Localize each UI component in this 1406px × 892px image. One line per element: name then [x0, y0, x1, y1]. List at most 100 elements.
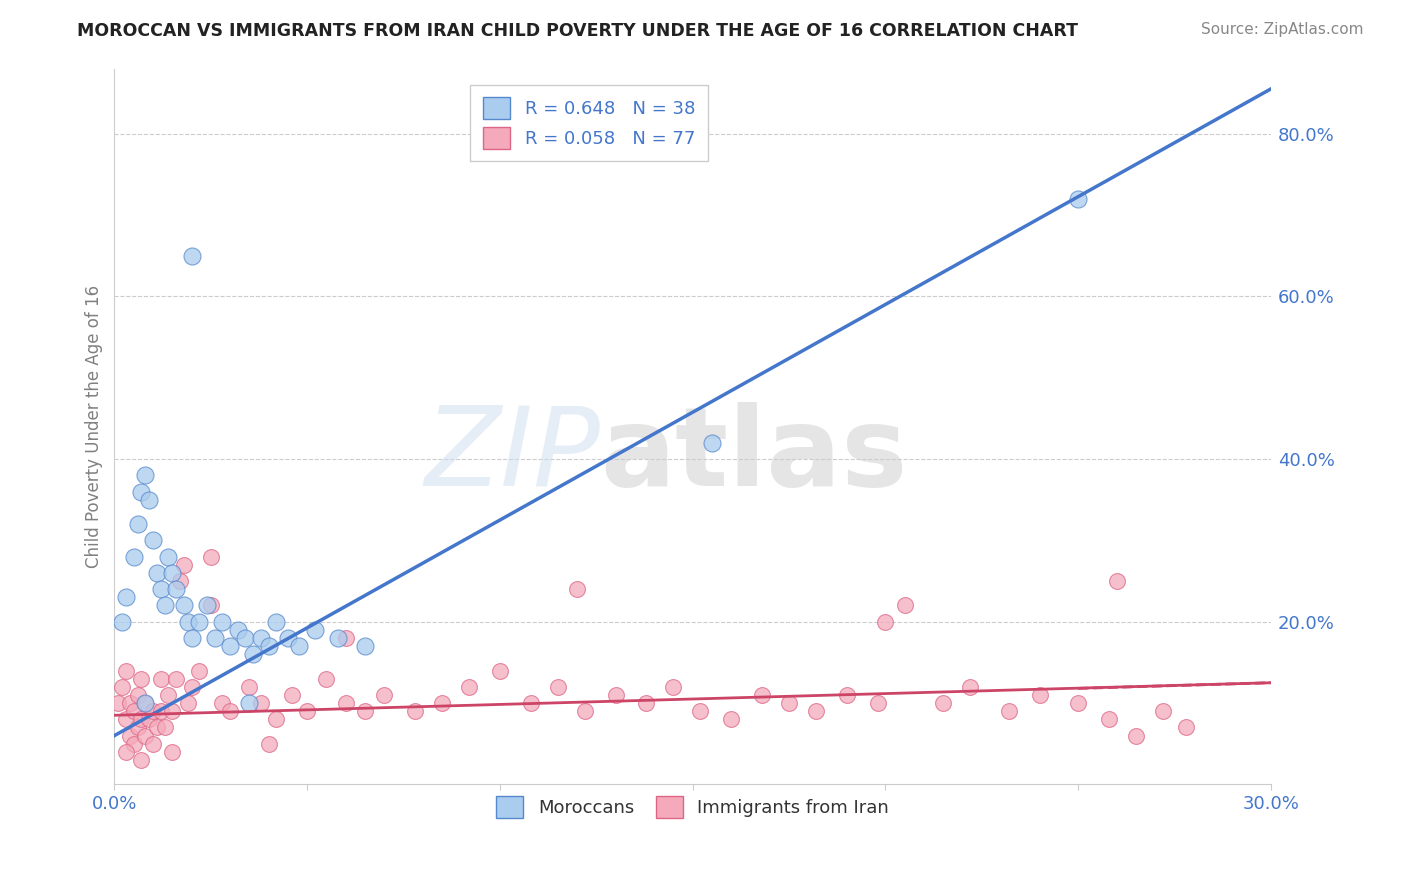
Point	[162, 566, 184, 580]
Point	[131, 672, 153, 686]
Point	[1105, 574, 1128, 588]
Point	[122, 704, 145, 718]
Point	[176, 615, 198, 629]
Point	[373, 688, 395, 702]
Point	[1152, 704, 1174, 718]
Point	[200, 599, 222, 613]
Point	[700, 435, 723, 450]
Point	[1028, 688, 1050, 702]
Point	[134, 468, 156, 483]
Point	[242, 647, 264, 661]
Point	[176, 696, 198, 710]
Point	[835, 688, 858, 702]
Point	[238, 696, 260, 710]
Point	[157, 549, 180, 564]
Point	[173, 558, 195, 572]
Point	[315, 672, 337, 686]
Point	[257, 639, 280, 653]
Point	[200, 549, 222, 564]
Point	[288, 639, 311, 653]
Point	[188, 664, 211, 678]
Point	[751, 688, 773, 702]
Point	[875, 615, 897, 629]
Point	[134, 729, 156, 743]
Point	[180, 249, 202, 263]
Point	[146, 721, 169, 735]
Point	[893, 599, 915, 613]
Point	[149, 582, 172, 597]
Point	[458, 680, 481, 694]
Point	[266, 712, 288, 726]
Point	[165, 672, 187, 686]
Point	[204, 631, 226, 645]
Point	[131, 753, 153, 767]
Point	[519, 696, 541, 710]
Point	[115, 745, 138, 759]
Point	[547, 680, 569, 694]
Point	[565, 582, 588, 597]
Point	[250, 696, 273, 710]
Point	[430, 696, 453, 710]
Point	[131, 712, 153, 726]
Point	[354, 639, 377, 653]
Point	[173, 599, 195, 613]
Text: MOROCCAN VS IMMIGRANTS FROM IRAN CHILD POVERTY UNDER THE AGE OF 16 CORRELATION C: MOROCCAN VS IMMIGRANTS FROM IRAN CHILD P…	[77, 22, 1078, 40]
Point	[238, 680, 260, 694]
Point	[134, 696, 156, 710]
Point	[134, 696, 156, 710]
Point	[1067, 696, 1090, 710]
Point	[142, 533, 165, 548]
Point	[226, 623, 249, 637]
Point	[118, 696, 141, 710]
Point	[574, 704, 596, 718]
Point	[142, 737, 165, 751]
Point	[404, 704, 426, 718]
Point	[1175, 721, 1198, 735]
Point	[354, 704, 377, 718]
Point	[138, 492, 160, 507]
Point	[127, 721, 149, 735]
Point	[157, 688, 180, 702]
Point	[188, 615, 211, 629]
Point	[959, 680, 981, 694]
Point	[180, 631, 202, 645]
Point	[662, 680, 685, 694]
Point	[165, 582, 187, 597]
Point	[162, 745, 184, 759]
Point	[138, 712, 160, 726]
Point	[211, 696, 233, 710]
Point	[127, 688, 149, 702]
Point	[118, 729, 141, 743]
Point	[169, 574, 191, 588]
Y-axis label: Child Poverty Under the Age of 16: Child Poverty Under the Age of 16	[86, 285, 103, 568]
Point	[304, 623, 326, 637]
Point	[997, 704, 1019, 718]
Point	[720, 712, 742, 726]
Point	[211, 615, 233, 629]
Point	[111, 680, 134, 694]
Point	[149, 704, 172, 718]
Point	[250, 631, 273, 645]
Text: atlas: atlas	[600, 401, 907, 508]
Point	[115, 591, 138, 605]
Point	[281, 688, 304, 702]
Point	[295, 704, 318, 718]
Point	[932, 696, 955, 710]
Point	[277, 631, 299, 645]
Point	[1067, 192, 1090, 206]
Point	[219, 639, 242, 653]
Text: ZIP: ZIP	[425, 401, 600, 508]
Point	[131, 484, 153, 499]
Point	[1098, 712, 1121, 726]
Point	[257, 737, 280, 751]
Point	[180, 680, 202, 694]
Point	[153, 721, 176, 735]
Point	[142, 704, 165, 718]
Point	[122, 549, 145, 564]
Point	[689, 704, 711, 718]
Text: Source: ZipAtlas.com: Source: ZipAtlas.com	[1201, 22, 1364, 37]
Point	[219, 704, 242, 718]
Point	[115, 712, 138, 726]
Point	[1125, 729, 1147, 743]
Point	[235, 631, 257, 645]
